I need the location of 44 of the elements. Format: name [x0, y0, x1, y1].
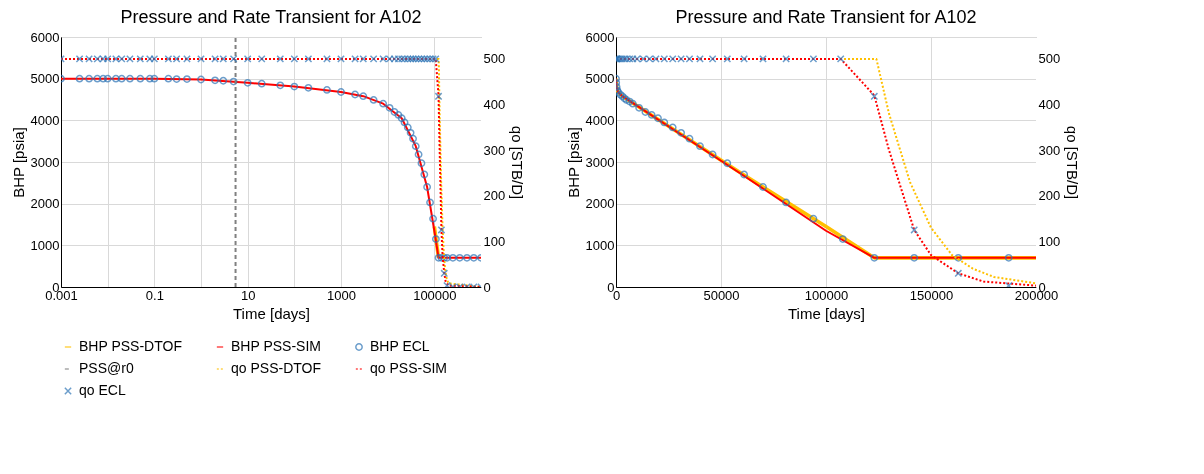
y2-tick-label: 200: [483, 188, 506, 204]
legend-label: qo ECL: [79, 382, 126, 398]
y-tick-label: 4000: [30, 112, 60, 128]
legend-label: qo PSS-DTOF: [231, 360, 321, 376]
y-tick-label: 3000: [30, 154, 60, 170]
y2-tick-label: 400: [1038, 97, 1061, 113]
y-tick-label: 6000: [30, 29, 60, 45]
x-axis-title: Time [days]: [788, 304, 865, 322]
y2-tick-label: 500: [483, 51, 506, 67]
x-tick-label: 150000: [909, 287, 954, 303]
legend-label: PSS@r0: [79, 360, 134, 376]
x-tick-label: 0.1: [145, 287, 164, 303]
y-tick-label: 2000: [30, 196, 60, 212]
x-tick-label: 50000: [703, 287, 740, 303]
y-tick-label: 1000: [585, 237, 615, 253]
y-tick-label: 5000: [30, 71, 60, 87]
y2-tick-label: 300: [483, 142, 506, 158]
legend-label: qo PSS-SIM: [370, 360, 448, 376]
y-tick-label: 5000: [585, 71, 615, 87]
y-axis-title: BHP [psia]: [9, 127, 27, 198]
legend-label: BHP PSS-DTOF: [79, 338, 182, 354]
y2-tick-label: 200: [1038, 188, 1061, 204]
x-tick-label: 10: [240, 287, 256, 303]
y2-tick-label: 100: [483, 233, 506, 249]
y-tick-label: 2000: [585, 196, 615, 212]
y2-tick-label: 300: [1038, 142, 1061, 158]
y-tick-label: 1000: [30, 237, 60, 253]
y-tick-label: 6000: [585, 29, 615, 45]
x-tick-label: 100000: [804, 287, 849, 303]
x-tick-label: 100000: [413, 287, 457, 303]
chart-title: Pressure and Rate Transient for A102: [675, 7, 977, 27]
x-tick-label: 1000: [327, 287, 356, 303]
y-axis-title: BHP [psia]: [564, 127, 582, 198]
legend-label: BHP ECL: [370, 338, 430, 354]
y2-axis-title: qo [STB/D]: [509, 125, 527, 200]
y-tick-label: 3000: [585, 154, 615, 170]
y-tick-label: 4000: [585, 112, 615, 128]
y2-axis-title: qo [STB/D]: [1064, 125, 1082, 200]
x-axis-title: Time [days]: [233, 304, 310, 322]
y2-tick-label: 100: [1038, 233, 1061, 249]
chart-title: Pressure and Rate Transient for A102: [120, 7, 422, 27]
y2-tick-label: 500: [1038, 51, 1061, 67]
y2-tick-label: 400: [483, 97, 506, 113]
legend-label: BHP PSS-SIM: [231, 338, 321, 354]
